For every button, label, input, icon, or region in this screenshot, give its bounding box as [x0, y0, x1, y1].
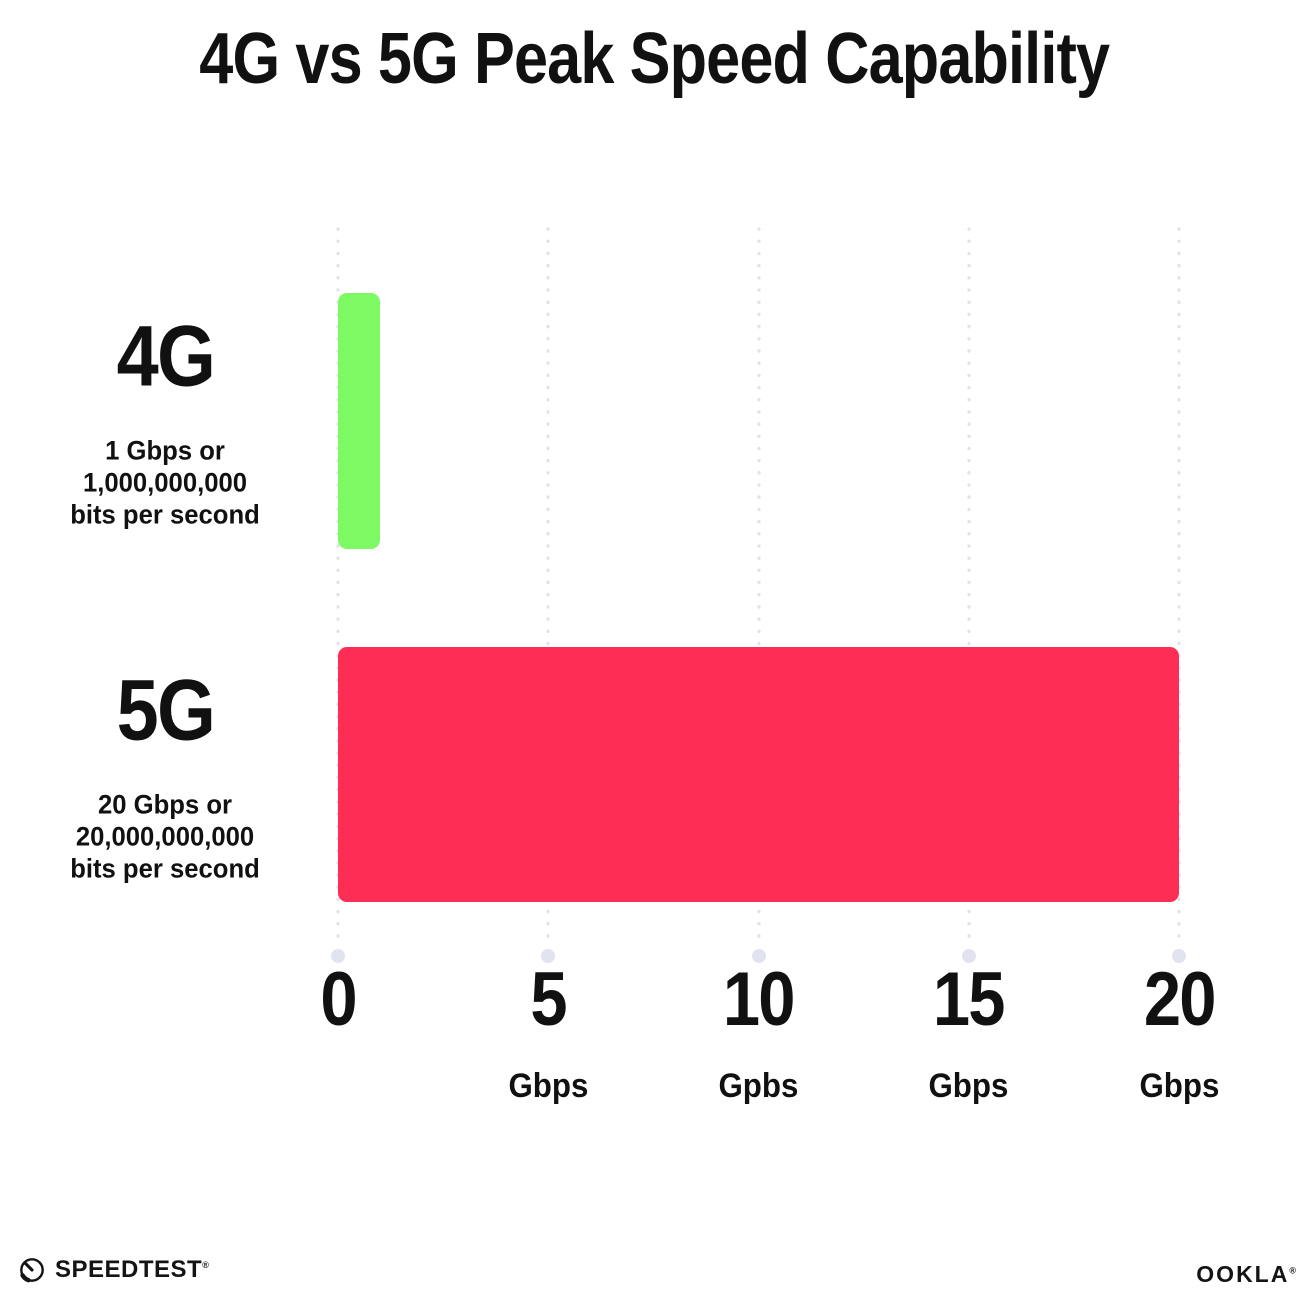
x-tick-label: 0 — [258, 962, 418, 1059]
x-tick-label: 5 Gbps — [468, 962, 628, 1112]
x-tick-label: 10 Gpbs — [679, 962, 839, 1112]
x-tick-unit: Gpbs — [718, 1067, 799, 1105]
ookla-logo: OOKLA® — [1196, 1261, 1296, 1288]
x-tick-value: 15 — [933, 957, 1006, 1042]
gridline-end-dot — [961, 949, 976, 963]
gridline-end-dot — [541, 949, 556, 963]
speedtest-registered-mark: ® — [202, 1260, 209, 1270]
bar-5g — [338, 647, 1179, 902]
category-description: 20 Gbps or 20,000,000,000 bits per second — [23, 788, 308, 884]
chart-title: 4G vs 5G Peak Speed Capability — [199, 19, 1110, 99]
category-description-line: 20 Gbps or — [97, 789, 232, 819]
gridline-end-dot — [751, 949, 766, 963]
x-tick-unit: Gbps — [508, 1067, 589, 1105]
category-description-line: 1,000,000,000 — [82, 467, 248, 498]
x-tick-value: 20 — [1143, 957, 1217, 1042]
x-tick-value: 5 — [530, 957, 568, 1042]
bar-4g — [338, 293, 381, 549]
x-tick-label: 15 Gbps — [889, 962, 1049, 1112]
gridline — [966, 223, 971, 945]
gridline — [336, 223, 340, 945]
gridline — [546, 223, 551, 945]
gridline-end-dot — [331, 949, 345, 963]
category-name: 5G — [116, 662, 215, 758]
category-description: 1 Gbps or 1,000,000,000 bits per second — [23, 435, 308, 531]
ookla-wordmark: OOKLA — [1196, 1261, 1290, 1287]
x-tick-unit: Gbps — [928, 1067, 1009, 1105]
category-label-4g: 4G 1 Gbps or 1,000,000,000 bits per second — [15, 312, 315, 531]
gridline-end-dot — [1172, 949, 1186, 963]
category-description-line: bits per second — [70, 499, 260, 530]
category-label-5g: 5G 20 Gbps or 20,000,000,000 bits per secon… — [15, 665, 315, 884]
speedtest-wordmark: SPEEDTEST® — [55, 1256, 209, 1283]
speedtest-logo: SPEEDTEST® — [18, 1256, 209, 1284]
category-description-line: 1 Gbps or — [105, 435, 225, 466]
speedtest-gauge-icon — [18, 1256, 46, 1284]
x-tick-value: 10 — [723, 957, 796, 1042]
category-description-line: 20,000,000,000 — [75, 821, 255, 851]
category-description-line: bits per second — [70, 853, 260, 883]
gridline — [756, 223, 761, 945]
category-name: 4G — [116, 308, 215, 405]
x-tick-value: 0 — [320, 957, 357, 1042]
x-tick-unit: Gbps — [1139, 1067, 1219, 1105]
x-tick-label: 20 Gbps — [1099, 962, 1259, 1112]
ookla-registered-mark: ® — [1289, 1265, 1296, 1276]
gridline — [1177, 223, 1181, 945]
